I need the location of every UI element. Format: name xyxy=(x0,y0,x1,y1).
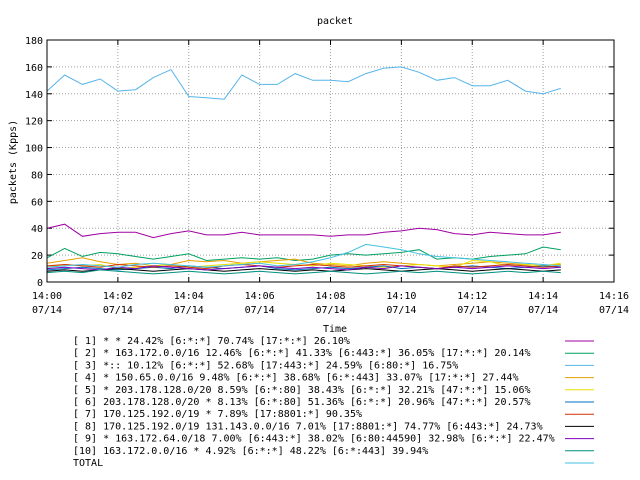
x-tick-time-label: 14:00 xyxy=(32,291,62,302)
series-line-1 xyxy=(46,223,561,239)
series-lines xyxy=(46,66,561,275)
legend-entry-label: [ 2] * 163.172.0.0/16 12.46% [6:*:*] 41.… xyxy=(73,348,531,359)
y-tick-label: 0 xyxy=(37,278,43,289)
x-tick-time-label: 14:02 xyxy=(103,291,133,302)
y-tick-label: 40 xyxy=(31,224,43,235)
x-tick-time-label: 14:14 xyxy=(528,291,558,302)
y-axis-ticks: 0 20 40 60 80 100 120 140 160 180 xyxy=(25,36,614,289)
legend-entry-label: [ 1] * * 24.42% [6:*:*] 70.74% [17:*:*] … xyxy=(73,336,350,347)
legend-entry-label: [ 4] * 150.65.0.0/16 9.48% [6:*:*] 38.68… xyxy=(73,373,519,384)
x-tick-date-label: 07/14 xyxy=(103,305,133,316)
x-tick-date-label: 07/14 xyxy=(174,305,204,316)
legend-entry-label: TOTAL xyxy=(73,458,103,469)
legend: [ 1] * * 24.42% [6:*:*] 70.74% [17:*:*] … xyxy=(73,336,594,469)
series-line-2 xyxy=(46,246,561,262)
x-tick-time-label: 14:08 xyxy=(315,291,345,302)
y-tick-label: 160 xyxy=(25,63,43,74)
x-tick-date-label: 07/14 xyxy=(32,305,62,316)
x-tick-date-label: 07/14 xyxy=(315,305,345,316)
x-tick-date-label: 07/14 xyxy=(457,305,487,316)
y-tick-label: 100 xyxy=(25,144,43,155)
legend-entry-label: [ 7] 170.125.192.0/19 * 7.89% [17:8801:*… xyxy=(73,409,362,420)
series-line-11 xyxy=(46,243,561,268)
series-line-8 xyxy=(46,268,561,272)
series-line-9 xyxy=(46,265,561,271)
y-tick-label: 180 xyxy=(25,36,43,47)
legend-entry-label: [ 6] 203.178.128.0/20 * 8.13% [6:*:80] 5… xyxy=(73,397,531,408)
x-tick-time-label: 14:04 xyxy=(174,291,204,302)
series-line-4 xyxy=(46,257,561,267)
y-axis-label: packets (Kpps) xyxy=(8,120,19,204)
x-tick-time-label: 14:10 xyxy=(386,291,416,302)
legend-entry-label: [ 9] * 163.172.64.0/18 7.00% [6:443:*] 3… xyxy=(73,434,555,445)
y-tick-label: 120 xyxy=(25,117,43,128)
x-tick-time-label: 14:16 xyxy=(599,291,629,302)
x-tick-date-label: 07/14 xyxy=(528,305,558,316)
x-tick-time-label: 14:12 xyxy=(457,291,487,302)
legend-entry-label: [10] 163.172.0.0/16 * 4.92% [6:*:*] 48.2… xyxy=(73,446,428,457)
grid xyxy=(47,40,614,282)
legend-entry-label: [ 8] 170.125.192.0/19 131.143.0.0/16 7.0… xyxy=(73,421,543,432)
plot-frame xyxy=(46,39,615,283)
y-tick-label: 60 xyxy=(31,197,43,208)
chart-title: packet xyxy=(317,16,353,27)
x-tick-time-label: 14:06 xyxy=(245,291,275,302)
x-axis-ticks: 14:00 07/14 14:02 07/14 14:04 07/14 14:06 07/14… xyxy=(32,40,629,316)
series-line-3 xyxy=(46,66,561,100)
x-tick-date-label: 07/14 xyxy=(386,305,416,316)
x-tick-date-label: 07/14 xyxy=(599,305,629,316)
x-tick-date-label: 07/14 xyxy=(245,305,275,316)
series-line-7 xyxy=(46,263,561,270)
legend-entry-label: [ 3] *:: 10.12% [6:*:*] 52.68% [17:443:*… xyxy=(73,360,458,371)
legend-entry-label: [ 5] * 203.178.128.0/20 8.59% [6:*:80] 3… xyxy=(73,385,531,396)
y-tick-label: 140 xyxy=(25,90,43,101)
x-axis-label: Time xyxy=(323,324,347,335)
y-tick-label: 80 xyxy=(31,170,43,181)
series-line-10 xyxy=(46,269,561,275)
y-tick-label: 20 xyxy=(31,251,43,262)
